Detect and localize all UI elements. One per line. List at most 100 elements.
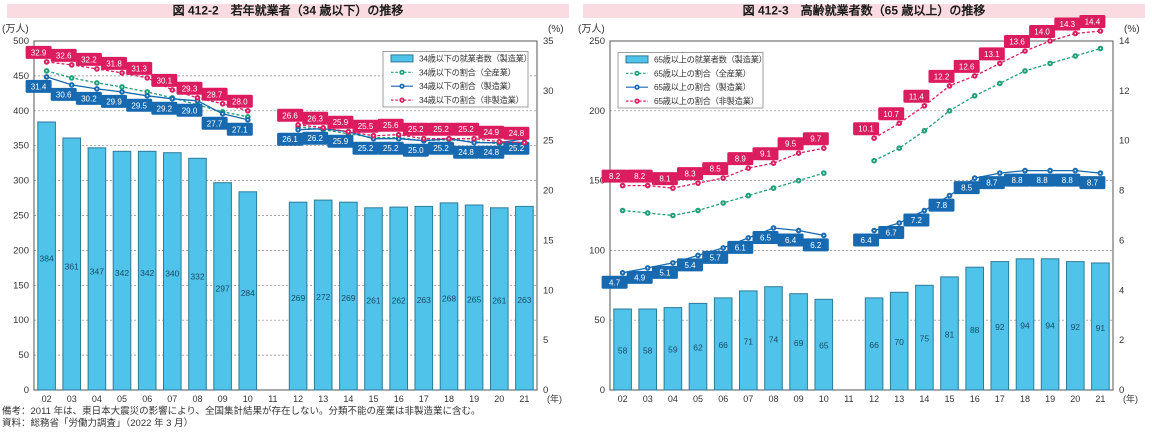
svg-text:14: 14 bbox=[919, 394, 929, 404]
svg-text:0: 0 bbox=[24, 385, 29, 396]
svg-text:59: 59 bbox=[668, 345, 678, 355]
svg-text:29.3: 29.3 bbox=[182, 84, 198, 93]
svg-text:30: 30 bbox=[543, 86, 554, 97]
svg-text:261: 261 bbox=[492, 296, 506, 306]
svg-text:(年): (年) bbox=[547, 393, 562, 404]
svg-text:09: 09 bbox=[218, 394, 228, 404]
svg-text:200: 200 bbox=[13, 245, 29, 256]
svg-text:20: 20 bbox=[494, 394, 504, 404]
svg-text:20: 20 bbox=[1070, 394, 1080, 404]
svg-text:6.1: 6.1 bbox=[735, 243, 747, 252]
svg-text:8.5: 8.5 bbox=[961, 184, 973, 193]
svg-text:332: 332 bbox=[190, 271, 204, 281]
svg-text:340: 340 bbox=[165, 269, 179, 279]
svg-text:02: 02 bbox=[618, 394, 628, 404]
svg-text:284: 284 bbox=[241, 288, 255, 298]
svg-text:66: 66 bbox=[718, 340, 728, 350]
svg-text:03: 03 bbox=[643, 394, 653, 404]
svg-text:25.9: 25.9 bbox=[333, 118, 349, 127]
svg-text:03: 03 bbox=[67, 394, 77, 404]
svg-text:58: 58 bbox=[643, 345, 653, 355]
svg-text:14: 14 bbox=[343, 394, 353, 404]
svg-text:269: 269 bbox=[341, 293, 355, 303]
svg-text:9.7: 9.7 bbox=[810, 135, 822, 144]
svg-text:10: 10 bbox=[543, 285, 554, 296]
svg-text:70: 70 bbox=[894, 337, 904, 347]
svg-text:28.7: 28.7 bbox=[207, 90, 223, 99]
svg-text:07: 07 bbox=[743, 394, 753, 404]
svg-text:8.2: 8.2 bbox=[609, 172, 621, 181]
svg-text:11.4: 11.4 bbox=[909, 92, 925, 101]
svg-text:15: 15 bbox=[543, 235, 554, 246]
svg-text:06: 06 bbox=[718, 394, 728, 404]
svg-text:28.0: 28.0 bbox=[232, 97, 248, 106]
svg-text:25.2: 25.2 bbox=[358, 144, 374, 153]
svg-text:07: 07 bbox=[167, 394, 177, 404]
svg-text:66: 66 bbox=[869, 340, 879, 350]
svg-text:81: 81 bbox=[945, 330, 955, 340]
svg-text:25.2: 25.2 bbox=[433, 144, 449, 153]
svg-text:94: 94 bbox=[1045, 321, 1055, 331]
svg-text:50: 50 bbox=[18, 350, 29, 361]
svg-text:27.1: 27.1 bbox=[232, 125, 248, 134]
svg-text:13.1: 13.1 bbox=[984, 50, 1000, 59]
svg-text:30.2: 30.2 bbox=[81, 94, 97, 103]
svg-text:(万人): (万人) bbox=[578, 23, 605, 35]
svg-text:12: 12 bbox=[869, 394, 879, 404]
svg-text:27.7: 27.7 bbox=[207, 119, 223, 128]
svg-text:50: 50 bbox=[594, 315, 605, 326]
svg-text:2: 2 bbox=[1119, 335, 1124, 346]
svg-text:02: 02 bbox=[42, 394, 52, 404]
svg-text:19: 19 bbox=[1045, 394, 1055, 404]
svg-text:35: 35 bbox=[543, 36, 554, 47]
svg-text:100: 100 bbox=[589, 245, 605, 256]
svg-text:32.6: 32.6 bbox=[56, 51, 72, 60]
svg-text:14.0: 14.0 bbox=[1034, 28, 1050, 37]
svg-text:8.8: 8.8 bbox=[1037, 176, 1049, 185]
svg-text:31.4: 31.4 bbox=[31, 82, 47, 91]
svg-text:32.9: 32.9 bbox=[31, 48, 47, 57]
svg-text:5: 5 bbox=[543, 335, 548, 346]
svg-text:08: 08 bbox=[768, 394, 778, 404]
svg-text:361: 361 bbox=[65, 262, 79, 272]
svg-text:図 412-3 高齢就業者数（65 歳以上）の推移: 図 412-3 高齢就業者数（65 歳以上）の推移 bbox=[743, 3, 986, 18]
svg-text:74: 74 bbox=[769, 334, 779, 344]
svg-text:29.0: 29.0 bbox=[182, 106, 198, 115]
svg-text:16: 16 bbox=[970, 394, 980, 404]
svg-text:400: 400 bbox=[13, 106, 29, 117]
svg-text:12.2: 12.2 bbox=[934, 72, 950, 81]
svg-text:12: 12 bbox=[293, 394, 303, 404]
svg-text:14.4: 14.4 bbox=[1085, 18, 1101, 27]
svg-text:6: 6 bbox=[1119, 235, 1124, 246]
svg-text:65歳以上の割合（全産業）: 65歳以上の割合（全産業） bbox=[654, 68, 751, 78]
svg-text:297: 297 bbox=[216, 283, 230, 293]
svg-text:25.9: 25.9 bbox=[333, 137, 349, 146]
svg-text:25.2: 25.2 bbox=[408, 125, 424, 134]
svg-text:94: 94 bbox=[1020, 321, 1030, 331]
svg-text:20: 20 bbox=[543, 186, 554, 197]
svg-text:69: 69 bbox=[794, 338, 804, 348]
svg-text:5.1: 5.1 bbox=[659, 268, 671, 277]
svg-text:21: 21 bbox=[1095, 394, 1105, 404]
svg-text:34歳以下の割合（製造業）: 34歳以下の割合（製造業） bbox=[419, 81, 516, 91]
svg-text:図 412-2 若年就業者（34 歳以下）の推移: 図 412-2 若年就業者（34 歳以下）の推移 bbox=[173, 3, 404, 18]
svg-text:8.1: 8.1 bbox=[659, 175, 671, 184]
svg-text:25.2: 25.2 bbox=[458, 125, 474, 134]
svg-text:08: 08 bbox=[192, 394, 202, 404]
svg-text:31.3: 31.3 bbox=[131, 64, 147, 73]
svg-text:29.5: 29.5 bbox=[131, 101, 147, 110]
svg-text:250: 250 bbox=[589, 36, 605, 47]
svg-text:26.3: 26.3 bbox=[307, 114, 323, 123]
svg-text:(%): (%) bbox=[548, 24, 564, 35]
svg-text:15: 15 bbox=[368, 394, 378, 404]
svg-text:31.8: 31.8 bbox=[106, 59, 122, 68]
svg-text:24.8: 24.8 bbox=[458, 148, 474, 157]
svg-text:7.8: 7.8 bbox=[936, 201, 948, 210]
svg-text:263: 263 bbox=[517, 295, 531, 305]
svg-text:05: 05 bbox=[117, 394, 127, 404]
svg-text:500: 500 bbox=[13, 36, 29, 47]
svg-text:25.2: 25.2 bbox=[383, 144, 399, 153]
svg-text:9.5: 9.5 bbox=[785, 140, 797, 149]
svg-text:272: 272 bbox=[316, 292, 330, 302]
svg-text:263: 263 bbox=[417, 295, 431, 305]
